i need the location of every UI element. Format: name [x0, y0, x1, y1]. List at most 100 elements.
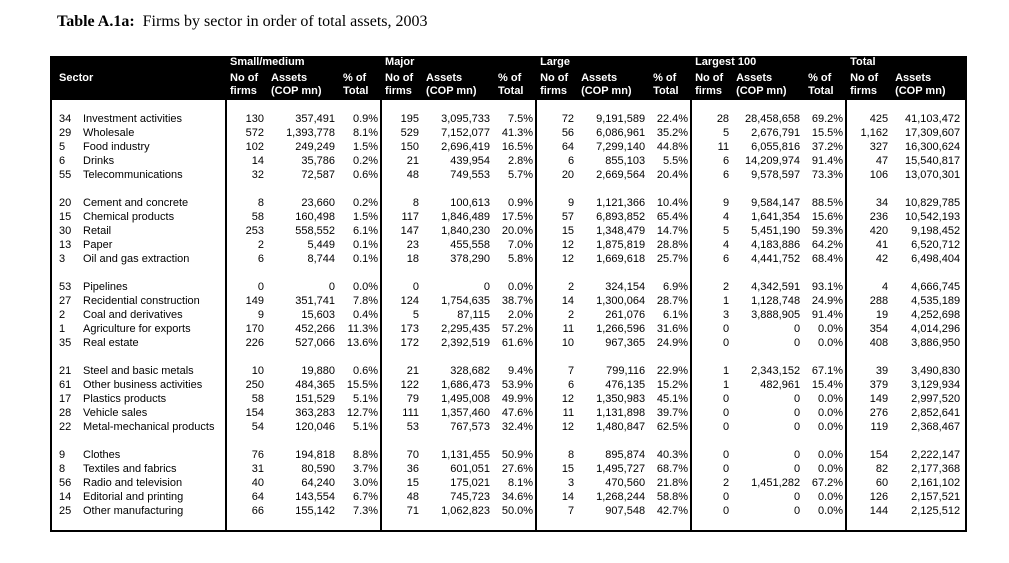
largest-100-no-of-firms: 0 [690, 490, 734, 504]
small-medium-assets [268, 266, 340, 280]
major-pct-of-total: 0.0% [507, 281, 534, 293]
large-no-of-firms: 2 [535, 280, 579, 294]
large-no-of-firms: 8 [535, 448, 579, 462]
largest-100-pct-of-total: 0.0% [818, 407, 844, 419]
spacer-row [51, 182, 966, 196]
table-row: 30 Retail 253 558,552 6.1% 147 1,840,230 20.0% 1… [51, 224, 966, 238]
major-pct-of-total: 49.9% [501, 393, 534, 405]
major-pct-of-total: 53.9% [501, 379, 534, 391]
large-no-of-firms: 3 [535, 476, 579, 490]
small-medium-pct-of-total [340, 434, 381, 448]
large-assets: 799,116 [606, 365, 646, 377]
small-medium-assets: 151,529 [295, 393, 335, 405]
group-header-total: Total [845, 56, 967, 72]
major-assets: 1,357,460 [441, 407, 491, 419]
column-header-major-pct-of-total: % of Total [495, 72, 537, 100]
column-header-total-no-of-firms: No of firms [845, 72, 893, 100]
major-pct-of-total: 27.6% [501, 463, 534, 475]
total-no-of-firms [845, 182, 893, 196]
total-assets: 4,252,698 [911, 309, 961, 321]
large-assets: 1,300,064 [596, 295, 646, 307]
largest-100-pct-of-total [805, 100, 846, 112]
major-pct-of-total: 16.5% [501, 141, 534, 153]
largest-100-no-of-firms: 2 [690, 476, 734, 490]
largest-100-assets [733, 434, 805, 448]
small-medium-no-of-firms: 32 [225, 168, 268, 182]
major-pct-of-total: 50.9% [501, 449, 534, 461]
total-assets [892, 100, 966, 112]
small-medium-assets: 558,552 [295, 225, 335, 237]
sector-name: Recidential construction [83, 295, 200, 307]
major-no-of-firms [380, 266, 424, 280]
largest-100-no-of-firms [690, 182, 734, 196]
total-no-of-firms: 288 [845, 294, 893, 308]
largest-100-assets: 0 [793, 337, 801, 349]
small-medium-pct-of-total: 0.2% [352, 197, 379, 209]
small-medium-pct-of-total: 0.6% [352, 365, 379, 377]
small-medium-assets: 160,498 [295, 211, 335, 223]
column-header-small-medium-assets: Assets (COP mn) [268, 72, 340, 100]
table-row: 61 Other business activities 250 484,365 15.… [51, 378, 966, 392]
sector-name: Cement and concrete [83, 197, 189, 209]
largest-100-no-of-firms: 1 [690, 364, 734, 378]
major-assets: 745,723 [450, 491, 491, 503]
total-no-of-firms: 60 [845, 476, 893, 490]
total-no-of-firms: 19 [845, 308, 893, 322]
small-medium-no-of-firms: 0 [225, 280, 268, 294]
largest-100-assets: 9,578,597 [751, 169, 801, 181]
major-assets: 7,152,077 [441, 127, 491, 139]
large-no-of-firms: 14 [535, 490, 579, 504]
total-assets: 41,103,472 [905, 113, 961, 125]
small-medium-pct-of-total: 5.1% [352, 393, 379, 405]
total-no-of-firms: 420 [845, 224, 893, 238]
table-title: Table A.1a: Firms by sector in order of t… [57, 13, 428, 31]
sector-name: Agriculture for exports [83, 323, 191, 335]
column-header-large-pct-of-total: % of Total [650, 72, 692, 100]
major-no-of-firms: 150 [380, 140, 424, 154]
small-medium-pct-of-total [340, 100, 381, 112]
small-medium-pct-of-total: 0.9% [352, 113, 379, 125]
small-medium-no-of-firms: 226 [225, 336, 268, 350]
total-no-of-firms: 47 [845, 154, 893, 168]
large-pct-of-total: 6.9% [662, 281, 689, 293]
sector-code: 53 [59, 281, 72, 293]
total-no-of-firms: 126 [845, 490, 893, 504]
table-row: 17 Plastics products 58 151,529 5.1% 79 1,495,… [51, 392, 966, 406]
table-row: 55 Telecommunications 32 72,587 0.6% 48 749,55… [51, 168, 966, 182]
small-medium-no-of-firms: 2 [225, 238, 268, 252]
column-header-total-assets: Assets (COP mn) [892, 72, 967, 100]
large-assets: 1,131,898 [596, 407, 646, 419]
major-no-of-firms: 173 [380, 322, 424, 336]
total-assets: 15,540,817 [905, 155, 961, 167]
total-no-of-firms: 34 [845, 196, 893, 210]
sector-code [51, 100, 79, 112]
table-row: 34 Investment activities 130 357,491 0.9% 195… [51, 112, 966, 126]
major-no-of-firms: 48 [380, 168, 424, 182]
sector-code: 3 [59, 253, 66, 265]
largest-100-assets: 482,961 [760, 379, 801, 391]
total-no-of-firms: 4 [845, 280, 893, 294]
largest-100-pct-of-total: 24.9% [811, 295, 844, 307]
largest-100-no-of-firms: 3 [690, 308, 734, 322]
largest-100-assets: 0 [793, 491, 801, 503]
major-pct-of-total [495, 434, 536, 448]
major-assets: 767,573 [450, 421, 491, 433]
total-no-of-firms: 144 [845, 504, 893, 518]
sector-name: Pipelines [83, 281, 128, 293]
largest-100-pct-of-total: 0.0% [818, 463, 844, 475]
large-pct-of-total: 25.7% [656, 253, 689, 265]
major-assets: 1,754,635 [441, 295, 491, 307]
small-medium-pct-of-total: 0.1% [352, 253, 379, 265]
small-medium-pct-of-total: 15.5% [346, 379, 379, 391]
largest-100-pct-of-total [805, 182, 846, 196]
major-pct-of-total: 41.3% [501, 127, 534, 139]
sector-code: 17 [59, 393, 72, 405]
sector-code: 15 [59, 211, 72, 223]
total-assets: 2,157,521 [911, 491, 961, 503]
largest-100-no-of-firms [690, 518, 734, 531]
large-assets: 1,495,727 [596, 463, 646, 475]
total-assets: 2,997,520 [911, 393, 961, 405]
large-no-of-firms: 11 [535, 322, 579, 336]
largest-100-assets: 4,342,591 [751, 281, 801, 293]
major-assets: 328,682 [450, 365, 491, 377]
